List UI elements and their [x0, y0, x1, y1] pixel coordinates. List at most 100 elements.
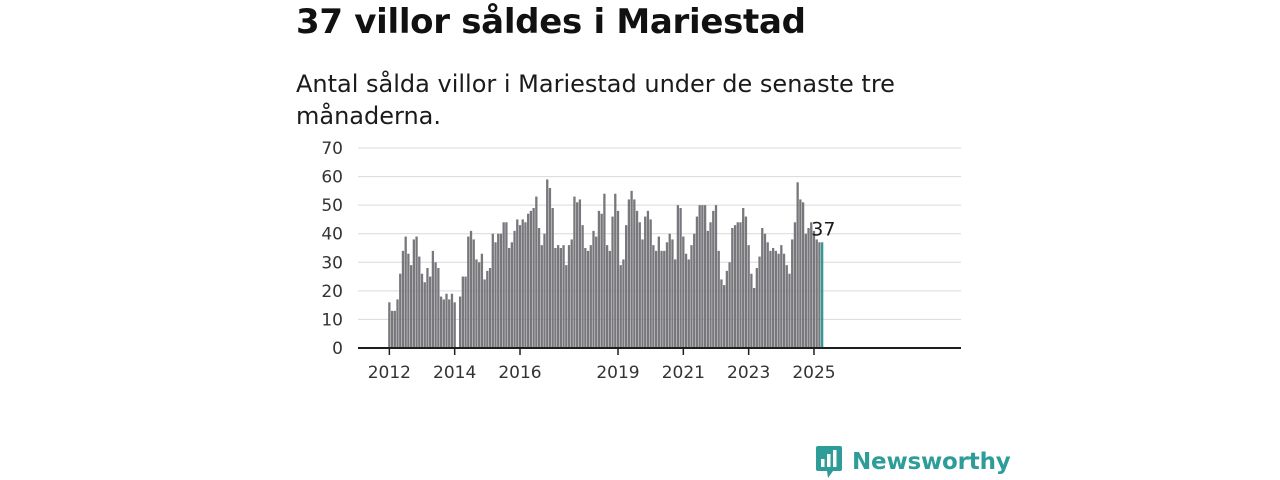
bar-2023-04: [755, 268, 758, 348]
y-axis-ticks: 0 10 20 30 40 50 60 70: [321, 139, 343, 359]
bar-2024-11: [807, 228, 810, 348]
bar-2014-04: [461, 276, 464, 348]
bar-2020-03: [654, 250, 658, 348]
bar-2012-05: [399, 273, 402, 348]
bar-2015-06: [499, 233, 503, 348]
bar-2013-06: [434, 262, 437, 348]
bar-2023-11: [774, 250, 778, 348]
bar-2018-05: [595, 236, 598, 348]
bar-2015-09: [507, 248, 511, 348]
bar-2020-05: [660, 250, 663, 348]
bar-2015-08: [505, 222, 508, 348]
bar-2012-08: [407, 253, 410, 348]
bar-2021-10: [706, 230, 709, 348]
bar-2016-06: [532, 208, 535, 348]
bar-2021-09: [703, 205, 707, 348]
bar-2019-10: [641, 239, 644, 348]
bar-2014-03: [458, 296, 462, 348]
bar-2019-07: [633, 199, 636, 348]
bar-2015-10: [510, 242, 513, 348]
bar-2016-08: [537, 228, 541, 348]
bar-2020-12: [679, 208, 682, 348]
bar-2016-01: [518, 225, 522, 348]
bar-2022-01: [714, 205, 718, 348]
bar-2023-07: [763, 233, 767, 348]
bar-2022-03: [720, 279, 723, 348]
bar-2021-07: [698, 205, 701, 348]
bar-2023-01: [747, 245, 750, 348]
bar-2016-11: [546, 179, 549, 348]
x-tick-label: 2016: [498, 363, 541, 383]
bar-2016-02: [521, 219, 524, 348]
bar-2012-12: [418, 256, 421, 348]
bar-2013-08: [439, 296, 443, 348]
bar-2013-04: [429, 276, 432, 348]
bar-undefined: [821, 242, 824, 348]
bar-2012-06: [401, 250, 405, 348]
bar-2013-03: [426, 268, 429, 348]
bar-2020-04: [657, 236, 660, 348]
bar-2023-06: [761, 228, 764, 348]
bar-2012-10: [412, 239, 415, 348]
bar-2012-09: [409, 265, 413, 348]
bar-2022-12: [744, 216, 748, 348]
bar-2021-05: [693, 233, 696, 348]
x-tick-label: 2025: [792, 363, 835, 383]
bar-2013-11: [448, 299, 451, 348]
bar-2022-04: [723, 285, 726, 348]
y-tick-label: 0: [332, 339, 343, 359]
bar-2020-10: [674, 259, 677, 348]
bar-2012-02: [390, 310, 394, 348]
bar-2019-09: [638, 222, 641, 348]
bar-2012-07: [404, 236, 407, 348]
bar-2020-07: [665, 242, 669, 348]
bar-2023-05: [758, 256, 761, 348]
y-tick-label: 60: [321, 168, 343, 188]
bar-2025-03: [818, 242, 821, 348]
y-tick-label: 40: [321, 225, 343, 245]
bar-2019-03: [622, 259, 625, 348]
bar-2018-11: [611, 216, 614, 348]
bar-2020-11: [676, 205, 680, 348]
bar-2014-12: [483, 279, 486, 348]
bar-2024-06: [793, 222, 797, 348]
bar-2014-09: [475, 259, 478, 348]
bar-2018-02: [586, 250, 590, 348]
bar-2013-07: [437, 268, 440, 348]
bar-2017-07: [567, 245, 571, 348]
x-tick-label: 2023: [727, 363, 770, 383]
x-tick-label: 2021: [662, 363, 705, 383]
bar-2021-04: [690, 245, 693, 348]
bar-2017-11: [578, 199, 582, 348]
bar-2017-02: [554, 248, 557, 348]
x-axis-ticks: 2012 2014 2016 2019 2021 2023 2025: [368, 348, 836, 383]
bar-2012-11: [415, 236, 418, 348]
bar-2022-11: [742, 208, 745, 348]
bar-2018-01: [584, 248, 587, 348]
bar-2015-11: [513, 230, 516, 348]
bar-2018-10: [608, 250, 611, 348]
chart-subtitle: Antal sålda villor i Mariestad under de …: [296, 70, 895, 130]
bar-2019-12: [646, 210, 650, 348]
chart-headline: 37 villor såldes i Mariestad: [296, 2, 806, 42]
bar-2019-04: [625, 225, 628, 348]
bar-2019-11: [644, 216, 647, 348]
bar-2020-08: [668, 233, 671, 348]
bar-2018-09: [605, 245, 609, 348]
y-tick-label: 20: [321, 282, 343, 302]
bar-2022-09: [736, 222, 739, 348]
y-tick-label: 50: [321, 196, 343, 216]
bar-2016-12: [548, 188, 552, 348]
bar-2022-07: [731, 228, 734, 348]
bar-2018-03: [589, 245, 592, 348]
bar-2022-06: [728, 262, 731, 348]
bar-2022-05: [725, 270, 729, 348]
bar-2017-03: [556, 245, 560, 348]
bar-2017-04: [559, 248, 562, 348]
bar-2022-08: [733, 225, 737, 348]
bar-2024-08: [799, 199, 802, 348]
bar-2019-01: [616, 210, 620, 348]
bar-2015-02: [488, 268, 492, 348]
bar-2024-10: [804, 233, 807, 348]
